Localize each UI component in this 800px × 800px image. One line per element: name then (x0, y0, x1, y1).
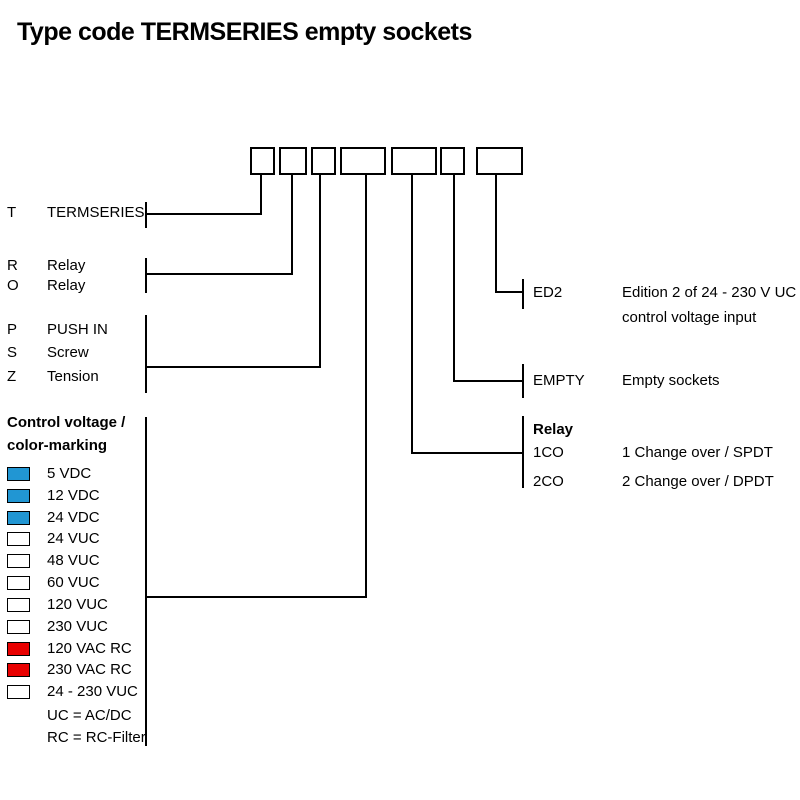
drop-line-box6 (453, 174, 455, 382)
code-label-tension: Tension (47, 368, 99, 385)
code-label-termseries: TERMSERIES (47, 204, 145, 221)
connector-termseries (145, 213, 262, 215)
color-swatch (7, 511, 30, 525)
cv-row-48vuc: 48 VUC (7, 550, 100, 572)
code-letter-z: Z (7, 368, 17, 385)
connector-ed2 (497, 291, 524, 293)
drop-line-box5 (411, 174, 413, 454)
cv-row-label: 230 VAC RC (47, 661, 132, 678)
desc-ed2-line1: Edition 2 of 24 - 230 V UC (622, 284, 797, 301)
code-letter-t: T (7, 204, 17, 221)
code-empty: EMPTY (533, 372, 585, 389)
cv-row-120vacrc: 120 VAC RC (7, 638, 132, 660)
tick-ed2 (522, 279, 524, 309)
cv-row-230vacrc: 230 VAC RC (7, 659, 132, 681)
tick-relay-co (522, 416, 524, 488)
code-letter-p: P (7, 321, 18, 338)
connector-relay-type (145, 273, 293, 275)
cv-row-120vuc: 120 VUC (7, 594, 108, 616)
color-swatch (7, 642, 30, 656)
color-swatch (7, 554, 30, 568)
control-voltage-heading-line1: Control voltage / (7, 414, 126, 431)
cv-row-label: 230 VUC (47, 618, 108, 635)
cv-row-24vdc: 24 VDC (7, 507, 100, 529)
control-voltage-heading-line2: color-marking (7, 437, 108, 454)
code-box-4 (340, 147, 386, 175)
tick-termseries (145, 202, 147, 228)
cv-row-label: 120 VAC RC (47, 640, 132, 657)
code-label-push-in: PUSH IN (47, 321, 108, 338)
color-swatch (7, 598, 30, 612)
code-box-6 (440, 147, 465, 175)
color-swatch (7, 685, 30, 699)
color-swatch (7, 489, 30, 503)
connector-clamp-type (145, 366, 321, 368)
code-letter-r: R (7, 257, 18, 274)
desc-ed2-line2: control voltage input (622, 309, 757, 326)
cv-row-230vuc: 230 VUC (7, 616, 108, 638)
page-title: Type code TERMSERIES empty sockets (17, 18, 472, 46)
cv-row-label: 12 VDC (47, 487, 100, 504)
cv-row-12vdc: 12 VDC (7, 485, 100, 507)
desc-empty: Empty sockets (622, 372, 720, 389)
cv-row-label: 24 VDC (47, 509, 100, 526)
code-label-relay-r: Relay (47, 257, 86, 274)
cv-row-label: 5 VDC (47, 465, 92, 482)
color-swatch (7, 532, 30, 546)
cv-row-label: 24 - 230 VUC (47, 683, 138, 700)
code-box-2 (279, 147, 307, 175)
drop-line-box4 (365, 174, 367, 598)
cv-row-label: 120 VUC (47, 596, 108, 613)
code-1co: 1CO (533, 444, 564, 461)
code-letter-s: S (7, 344, 18, 361)
note-rc: RC = RC-Filter (47, 729, 146, 746)
tick-control-voltage (145, 417, 147, 746)
code-label-screw: Screw (47, 344, 89, 361)
cv-row-60vuc: 60 VUC (7, 572, 100, 594)
cv-row-24vuc: 24 VUC (7, 528, 100, 550)
code-box-7 (476, 147, 523, 175)
tick-clamp-type (145, 315, 147, 393)
cv-row-5vdc: 5 VDC (7, 463, 91, 485)
tick-relay-type (145, 258, 147, 293)
cv-row-label: 24 VUC (47, 530, 100, 547)
color-swatch (7, 620, 30, 634)
desc-2co: 2 Change over / DPDT (622, 473, 774, 490)
drop-line-box3 (319, 174, 321, 368)
cv-row-label: 60 VUC (47, 574, 100, 591)
cv-row-24-230vuc: 24 - 230 VUC (7, 681, 138, 703)
code-box-3 (311, 147, 336, 175)
connector-relay-co (413, 452, 524, 454)
code-box-5 (391, 147, 437, 175)
desc-1co: 1 Change over / SPDT (622, 444, 773, 461)
code-ed2: ED2 (533, 284, 563, 301)
color-swatch (7, 467, 30, 481)
connector-empty (455, 380, 524, 382)
code-box-1 (250, 147, 275, 175)
code-2co: 2CO (533, 473, 564, 490)
connector-control-voltage (145, 596, 367, 598)
drop-line-box2 (291, 174, 293, 275)
tick-empty (522, 364, 524, 398)
code-label-relay-o: Relay (47, 277, 86, 294)
drop-line-box7 (495, 174, 497, 293)
code-letter-o: O (7, 277, 19, 294)
cv-row-label: 48 VUC (47, 552, 100, 569)
color-swatch (7, 576, 30, 590)
drop-line-box1 (260, 174, 262, 215)
note-uc: UC = AC/DC (47, 707, 132, 724)
relay-heading: Relay (533, 421, 574, 438)
color-swatch (7, 663, 30, 677)
